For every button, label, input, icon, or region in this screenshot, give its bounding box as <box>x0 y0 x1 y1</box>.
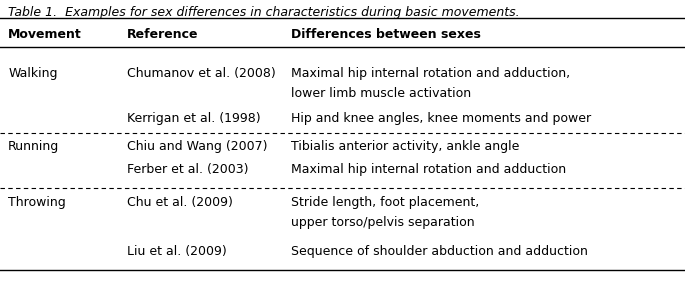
Text: Walking: Walking <box>8 67 58 80</box>
Text: Reference: Reference <box>127 28 198 41</box>
Text: Tibialis anterior activity, ankle angle: Tibialis anterior activity, ankle angle <box>291 140 519 153</box>
Text: Liu et al. (2009): Liu et al. (2009) <box>127 245 227 258</box>
Text: Movement: Movement <box>8 28 82 41</box>
Text: Chiu and Wang (2007): Chiu and Wang (2007) <box>127 140 267 153</box>
Text: Ferber et al. (2003): Ferber et al. (2003) <box>127 163 248 176</box>
Text: Maximal hip internal rotation and adduction: Maximal hip internal rotation and adduct… <box>291 163 566 176</box>
Text: Running: Running <box>8 140 60 153</box>
Text: Table 1.  Examples for sex differences in characteristics during basic movements: Table 1. Examples for sex differences in… <box>8 6 520 19</box>
Text: lower limb muscle activation: lower limb muscle activation <box>291 87 471 100</box>
Text: Sequence of shoulder abduction and adduction: Sequence of shoulder abduction and adduc… <box>291 245 588 258</box>
Text: Differences between sexes: Differences between sexes <box>291 28 481 41</box>
Text: upper torso/pelvis separation: upper torso/pelvis separation <box>291 216 475 229</box>
Text: Hip and knee angles, knee moments and power: Hip and knee angles, knee moments and po… <box>291 112 591 125</box>
Text: Throwing: Throwing <box>8 196 66 209</box>
Text: Chumanov et al. (2008): Chumanov et al. (2008) <box>127 67 275 80</box>
Text: Maximal hip internal rotation and adduction,: Maximal hip internal rotation and adduct… <box>291 67 570 80</box>
Text: Stride length, foot placement,: Stride length, foot placement, <box>291 196 480 209</box>
Text: Chu et al. (2009): Chu et al. (2009) <box>127 196 233 209</box>
Text: Kerrigan et al. (1998): Kerrigan et al. (1998) <box>127 112 260 125</box>
